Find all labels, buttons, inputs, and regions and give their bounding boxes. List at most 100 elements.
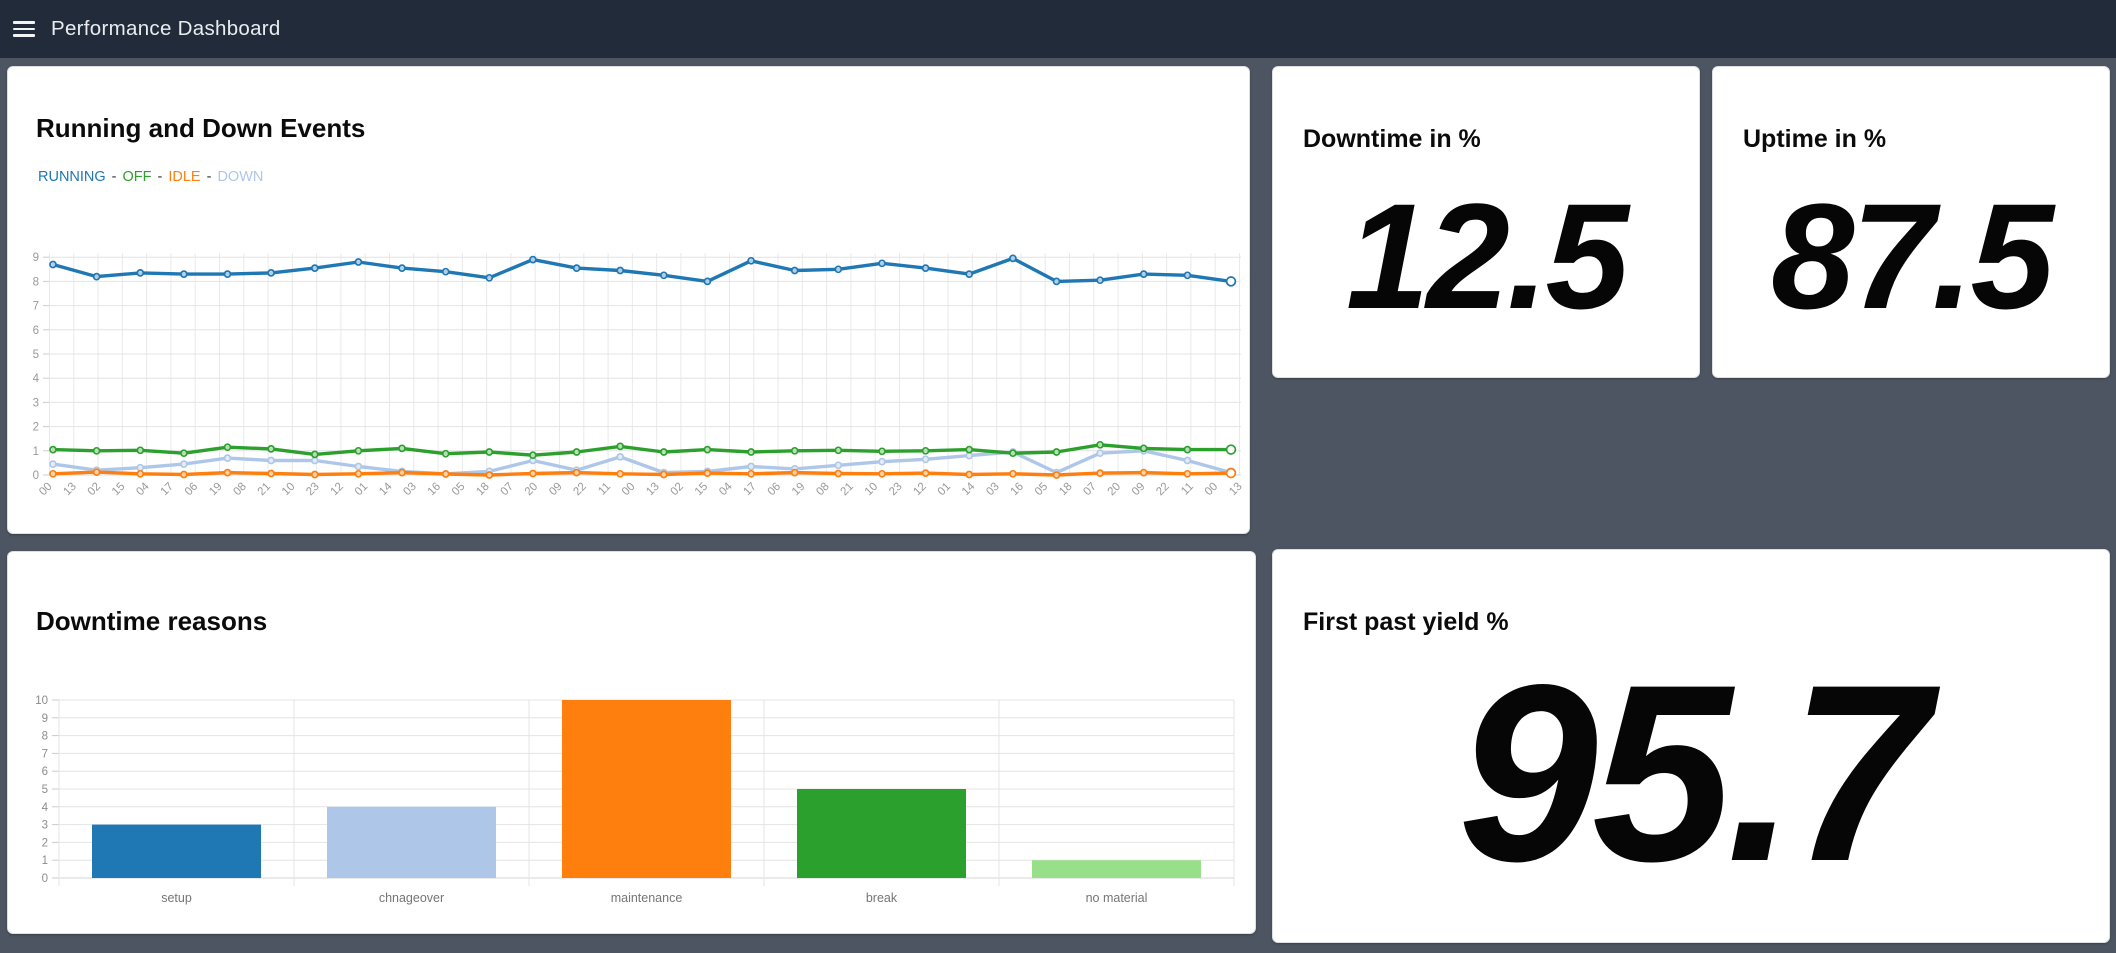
svg-text:13: 13 xyxy=(1227,481,1245,499)
svg-text:08: 08 xyxy=(231,481,249,499)
svg-text:4: 4 xyxy=(33,373,40,385)
svg-text:6: 6 xyxy=(33,325,39,337)
panel-uptime-percent: Uptime in % 87.5 xyxy=(1712,66,2110,378)
bar-break[interactable] xyxy=(797,789,966,878)
svg-text:10: 10 xyxy=(35,695,48,707)
bar-chnageover[interactable] xyxy=(327,806,496,878)
svg-text:14: 14 xyxy=(377,480,395,498)
svg-text:break: break xyxy=(866,891,898,905)
svg-text:22: 22 xyxy=(1154,481,1172,499)
downtime-percent-value: 12.5 xyxy=(1346,172,1629,340)
svg-text:12: 12 xyxy=(911,481,929,499)
svg-text:19: 19 xyxy=(790,481,808,499)
svg-text:11: 11 xyxy=(596,481,613,498)
legend-item-running[interactable]: RUNNING xyxy=(38,169,106,186)
svg-text:0: 0 xyxy=(33,470,39,482)
svg-text:setup: setup xyxy=(161,891,192,905)
stat-title: Uptime in % xyxy=(1743,125,1887,153)
svg-text:13: 13 xyxy=(61,481,79,499)
svg-text:9: 9 xyxy=(42,713,48,725)
svg-text:5: 5 xyxy=(42,784,48,796)
svg-text:15: 15 xyxy=(693,481,711,499)
svg-text:7: 7 xyxy=(33,301,39,313)
svg-text:02: 02 xyxy=(86,481,104,499)
legend-separator: - xyxy=(111,169,117,186)
svg-text:20: 20 xyxy=(523,481,541,499)
svg-text:chnageover: chnageover xyxy=(379,891,444,905)
svg-text:04: 04 xyxy=(134,480,152,498)
svg-text:13: 13 xyxy=(644,481,662,499)
hamburger-menu-icon[interactable] xyxy=(13,17,35,41)
bar-maintenance[interactable] xyxy=(562,700,731,878)
svg-text:09: 09 xyxy=(547,481,565,499)
line-chart-legend: RUNNING - OFF - IDLE - DOWN xyxy=(38,169,263,185)
svg-text:00: 00 xyxy=(37,481,55,499)
svg-text:1: 1 xyxy=(42,855,48,867)
svg-text:04: 04 xyxy=(717,480,735,498)
legend-item-down[interactable]: DOWN xyxy=(217,169,264,186)
svg-text:15: 15 xyxy=(110,481,128,499)
svg-text:2: 2 xyxy=(33,422,39,434)
svg-text:05: 05 xyxy=(450,481,468,499)
svg-text:19: 19 xyxy=(207,481,225,499)
first-past-yield-value: 95.7 xyxy=(1457,633,1930,915)
svg-text:12: 12 xyxy=(329,481,347,499)
svg-text:03: 03 xyxy=(984,481,1002,499)
bar-no-material[interactable] xyxy=(1032,860,1201,878)
legend-item-idle[interactable]: IDLE xyxy=(168,169,201,186)
svg-text:14: 14 xyxy=(960,480,978,498)
svg-text:7: 7 xyxy=(42,748,48,760)
legend-separator: - xyxy=(206,169,212,186)
app-title: Performance Dashboard xyxy=(51,17,281,40)
panel-first-past-yield: First past yield % 95.7 xyxy=(1272,549,2110,943)
svg-text:maintenance: maintenance xyxy=(611,891,683,905)
svg-text:8: 8 xyxy=(33,276,39,288)
svg-text:18: 18 xyxy=(1057,481,1075,499)
svg-text:3: 3 xyxy=(33,397,39,409)
svg-text:21: 21 xyxy=(256,481,274,499)
bar-setup[interactable] xyxy=(92,824,261,878)
svg-text:11: 11 xyxy=(1179,481,1196,498)
svg-text:18: 18 xyxy=(474,481,492,499)
svg-text:8: 8 xyxy=(42,731,48,743)
svg-text:08: 08 xyxy=(814,481,832,499)
svg-text:1: 1 xyxy=(33,446,39,458)
svg-text:17: 17 xyxy=(159,481,177,499)
svg-text:07: 07 xyxy=(1081,481,1099,499)
svg-text:20: 20 xyxy=(1106,481,1124,499)
svg-text:06: 06 xyxy=(183,481,201,499)
svg-text:06: 06 xyxy=(766,481,784,499)
svg-text:16: 16 xyxy=(426,481,444,499)
svg-text:23: 23 xyxy=(887,481,905,499)
panel-running-down-events: Running and Down Events RUNNING - OFF - IDLE… xyxy=(7,66,1250,534)
panel-downtime-reasons: Downtime reasons 0 1 2 3 4 5 6 7 8 9 10 setup chnage… xyxy=(7,551,1256,934)
svg-text:2: 2 xyxy=(42,837,48,849)
top-navbar: Performance Dashboard xyxy=(0,0,2116,58)
svg-text:6: 6 xyxy=(42,766,48,778)
svg-text:00: 00 xyxy=(620,481,638,499)
panel-title: Downtime reasons xyxy=(36,606,268,636)
bar-chart[interactable]: 0 1 2 3 4 5 6 7 8 9 10 setup chnageover maintenance br… xyxy=(8,552,1257,935)
svg-text:05: 05 xyxy=(1033,481,1051,499)
svg-text:0: 0 xyxy=(42,873,48,885)
svg-text:07: 07 xyxy=(499,481,517,499)
svg-text:9: 9 xyxy=(33,252,39,264)
svg-text:4: 4 xyxy=(42,802,49,814)
svg-text:22: 22 xyxy=(571,481,589,499)
stat-title: Downtime in % xyxy=(1303,125,1481,153)
svg-text:10: 10 xyxy=(863,481,881,499)
panel-downtime-percent: Downtime in % 12.5 xyxy=(1272,66,1700,378)
svg-text:no material: no material xyxy=(1086,891,1148,905)
svg-text:00: 00 xyxy=(1203,481,1221,499)
svg-text:3: 3 xyxy=(42,820,48,832)
svg-text:21: 21 xyxy=(839,481,857,499)
svg-text:10: 10 xyxy=(280,481,298,499)
uptime-percent-value: 87.5 xyxy=(1771,172,2054,340)
legend-separator: - xyxy=(157,169,163,186)
legend-item-off[interactable]: OFF xyxy=(122,169,152,186)
svg-text:23: 23 xyxy=(304,481,322,499)
svg-text:03: 03 xyxy=(401,481,419,499)
svg-text:16: 16 xyxy=(1009,481,1027,499)
svg-text:02: 02 xyxy=(669,481,687,499)
